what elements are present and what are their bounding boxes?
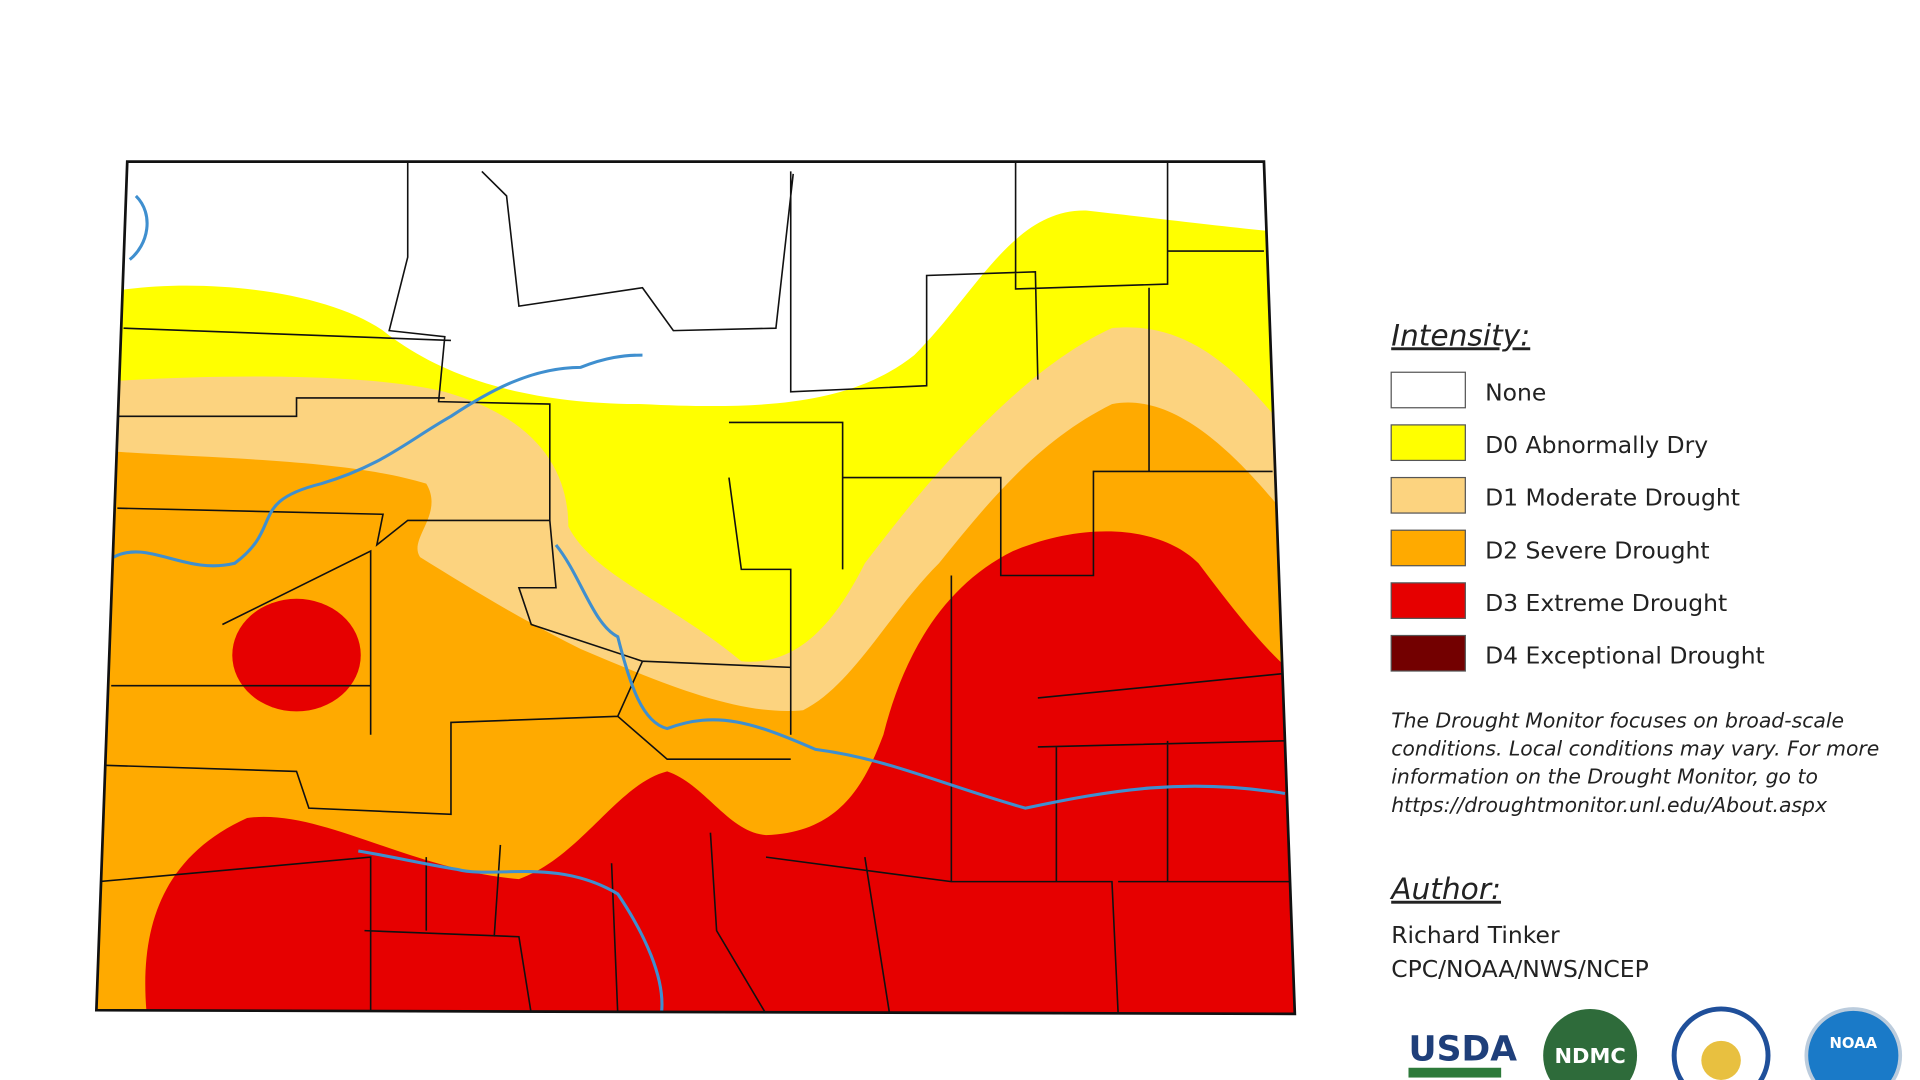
county-line [98, 161, 1295, 1014]
legend-item: D2 Severe Drought [1485, 536, 1710, 564]
logo-usda-bar [1408, 1067, 1502, 1078]
county-lines [98, 161, 1295, 1014]
author-name: Richard Tinker [1391, 921, 1560, 949]
state-outline [94, 160, 1297, 1016]
rivers [112, 194, 1286, 1014]
legend-item: D1 Moderate Drought [1485, 484, 1740, 512]
author: Author: Richard Tinker CPC/NOAA/NWS/NCEP [1389, 872, 1649, 983]
author-title: Author: [1389, 872, 1501, 906]
swatch-d1 [1390, 476, 1466, 514]
legend-item: D3 Extreme Drought [1485, 589, 1727, 617]
swatch-d3 [1390, 582, 1466, 619]
river [112, 353, 643, 568]
note-line: The Drought Monitor focuses on broad-sca… [1391, 708, 1844, 732]
note-line: conditions. Local conditions may vary. F… [1391, 737, 1879, 761]
legend-title: Intensity: [1391, 318, 1530, 352]
logo-ndmc [1543, 1008, 1638, 1080]
swatch-none [1390, 371, 1466, 409]
logo-noaa-text: NOAA [1830, 1035, 1878, 1052]
swatch-d0 [1390, 424, 1466, 462]
area-d3-west [232, 598, 361, 712]
area-d3 [145, 531, 1295, 1014]
logo-doc-center [1701, 1040, 1741, 1080]
logo-noaa [1804, 1007, 1903, 1080]
river [358, 849, 664, 1014]
note-line: information on the Drought Monitor, go t… [1391, 765, 1818, 789]
logos: USDA NDMC NOAA [1408, 1006, 1903, 1080]
author-org: CPC/NOAA/NWS/NCEP [1391, 955, 1649, 983]
swatch-d2 [1390, 529, 1466, 567]
legend-item: D0 Abnormally Dry [1485, 431, 1708, 459]
legend: Intensity: None D0 Abnormally Dry D1 Mod… [1390, 318, 1765, 672]
note: The Drought Monitor focuses on broad-sca… [1391, 708, 1879, 816]
swatch-d4 [1390, 634, 1466, 672]
note-line: https://droughtmonitor.unl.edu/About.asp… [1391, 793, 1828, 817]
river [128, 194, 149, 261]
logo-ndmc-text: NDMC [1554, 1044, 1625, 1068]
river [554, 543, 1286, 810]
logo-usda: USDA [1408, 1030, 1517, 1070]
drought-areas [96, 161, 1295, 1014]
legend-item: None [1485, 379, 1546, 407]
legend-item: D4 Exceptional Drought [1485, 642, 1765, 670]
